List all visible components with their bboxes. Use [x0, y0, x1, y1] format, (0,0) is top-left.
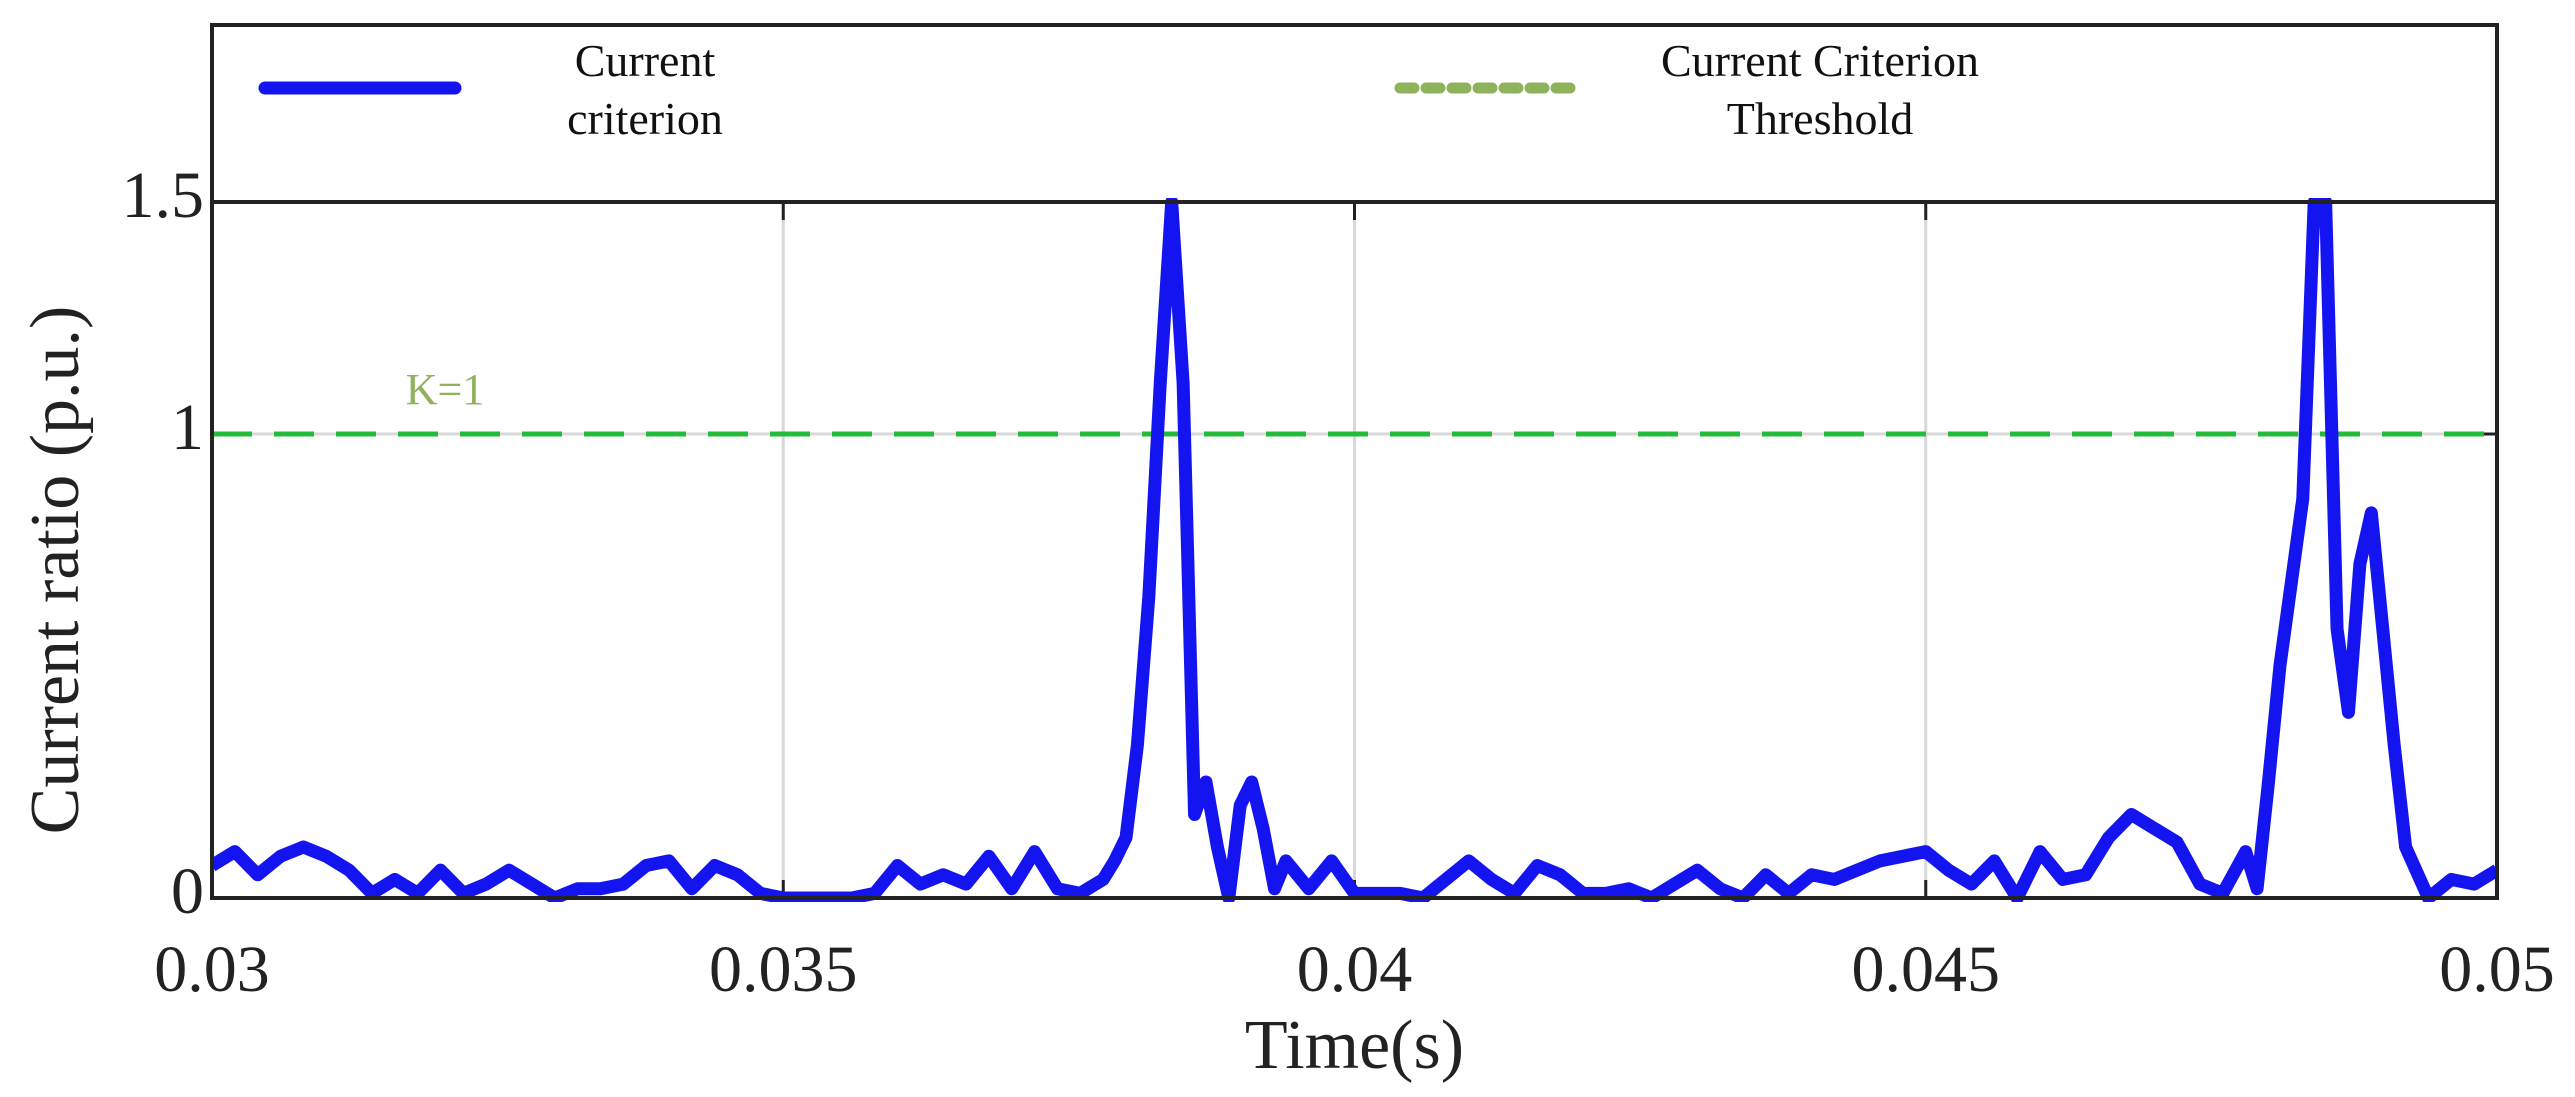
- legend-label: Current criterion: [567, 35, 723, 144]
- x-tick-label: 0.03: [154, 933, 270, 1006]
- x-axis-title: Time(s): [1245, 1007, 1464, 1084]
- threshold-annotation: K=1: [406, 365, 485, 414]
- x-tick-label: 0.035: [709, 933, 858, 1006]
- y-tick-label: 1: [171, 391, 204, 464]
- y-tick-label: 0: [171, 855, 204, 928]
- legend-label: Current Criterion Threshold: [1660, 35, 1980, 144]
- x-tick-label: 0.05: [2439, 933, 2555, 1006]
- x-tick-label: 0.04: [1297, 933, 1413, 1006]
- y-tick-label: 1.5: [122, 159, 205, 232]
- data-line: [212, 198, 2497, 902]
- legend-box: [210, 23, 2499, 204]
- x-tick-label: 0.045: [1852, 933, 2001, 1006]
- y-axis-title: Current ratio (p.u.): [17, 306, 94, 835]
